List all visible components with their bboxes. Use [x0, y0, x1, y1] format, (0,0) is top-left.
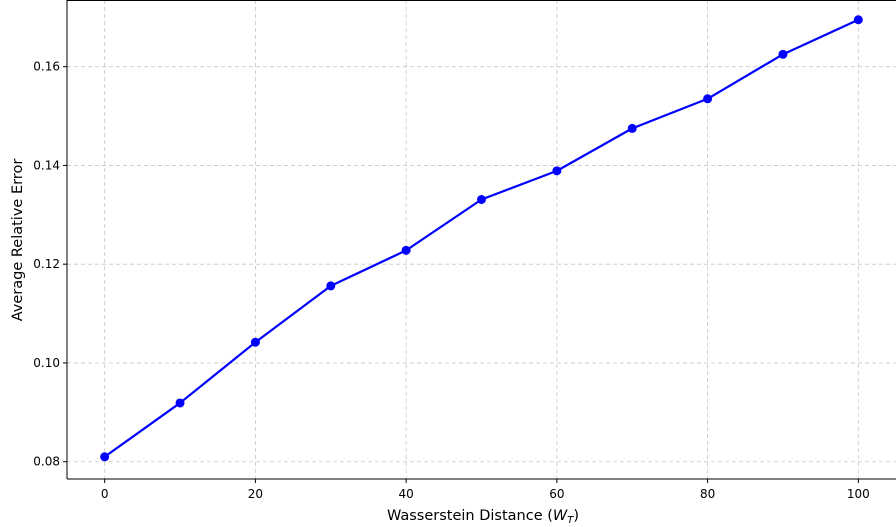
data-point — [477, 195, 486, 205]
x-tick-label: 40 — [398, 487, 413, 501]
series — [100, 15, 863, 462]
data-point — [778, 49, 788, 59]
data-point — [627, 123, 637, 133]
x-tick-label: 100 — [847, 487, 870, 501]
data-point — [100, 452, 110, 462]
series-line — [104, 18, 859, 458]
y-tick-label: 0.16 — [33, 60, 60, 74]
x-tick-label: 20 — [248, 487, 263, 501]
grid — [67, 0, 896, 479]
x-tick-label: 0 — [101, 487, 109, 501]
y-axis-label: Average Relative Error — [10, 159, 26, 322]
axes-frame — [66, 0, 896, 480]
y-tick-label: 0.14 — [33, 158, 60, 172]
data-point — [250, 337, 260, 347]
ticks: 0 20 40 60 80 100 0.08 0.10 0.12 0.14 0.16 — [33, 60, 869, 501]
data-point — [703, 94, 713, 104]
data-point — [175, 398, 185, 408]
y-tick-label: 0.08 — [33, 455, 60, 469]
y-tick-label: 0.12 — [33, 257, 60, 271]
data-point — [853, 15, 863, 25]
x-axis-label: Wasserstein Distance (WT) — [387, 508, 579, 526]
data-point — [326, 281, 336, 291]
y-tick-label: 0.10 — [33, 356, 60, 370]
x-tick-label: 60 — [549, 487, 564, 501]
data-point — [552, 166, 562, 176]
x-tick-label: 80 — [700, 487, 715, 501]
data-point — [401, 245, 411, 255]
